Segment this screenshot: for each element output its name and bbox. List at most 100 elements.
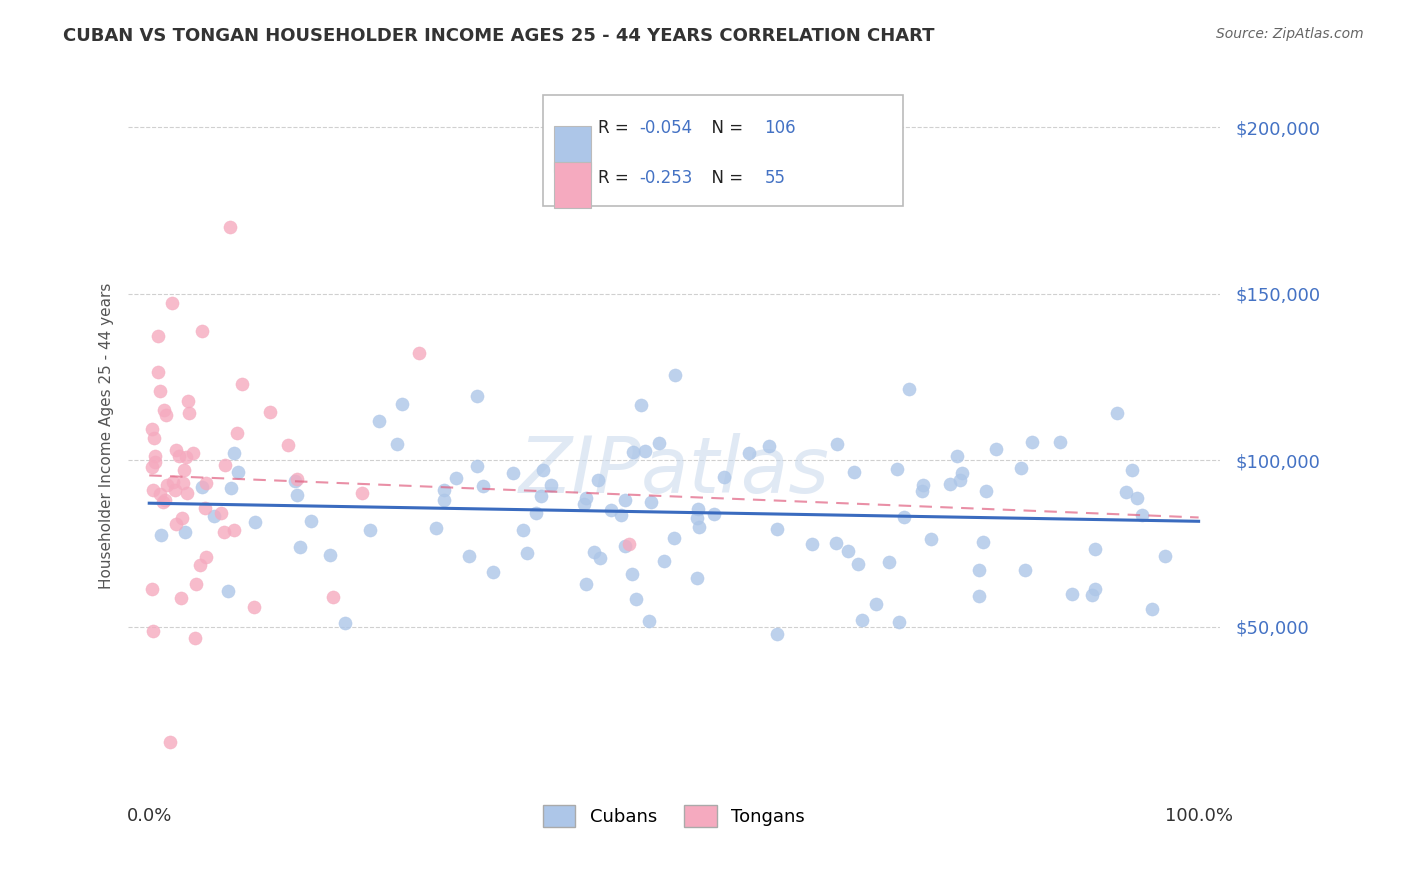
Point — [512, 523, 534, 537]
Point — [172, 475, 194, 490]
Point — [143, 455, 166, 469]
Point — [195, 476, 218, 491]
Point — [911, 477, 934, 491]
Point — [319, 548, 342, 562]
Point — [176, 485, 198, 500]
Point — [574, 497, 596, 511]
Point — [766, 522, 789, 536]
Point — [824, 536, 846, 550]
FancyBboxPatch shape — [554, 126, 591, 172]
Point — [194, 500, 217, 515]
Point — [170, 591, 193, 605]
Point — [471, 479, 494, 493]
Y-axis label: Householder Income Ages 25 - 44 years: Householder Income Ages 25 - 44 years — [100, 282, 114, 589]
Point — [219, 482, 242, 496]
Point — [290, 541, 312, 555]
Point — [352, 486, 374, 500]
Point — [181, 445, 204, 459]
Point — [1084, 582, 1107, 596]
Point — [575, 576, 598, 591]
Point — [467, 458, 489, 473]
Point — [209, 506, 232, 520]
Point — [335, 615, 357, 630]
Point — [433, 493, 456, 508]
Point — [408, 346, 430, 360]
Point — [160, 296, 183, 310]
Point — [1107, 406, 1129, 420]
Point — [654, 554, 676, 568]
Point — [920, 532, 942, 546]
Point — [529, 489, 551, 503]
Point — [865, 598, 887, 612]
Point — [851, 613, 873, 627]
Point — [620, 567, 643, 582]
Text: CUBAN VS TONGAN HOUSEHOLDER INCOME AGES 25 - 44 YEARS CORRELATION CHART: CUBAN VS TONGAN HOUSEHOLDER INCOME AGES … — [63, 27, 935, 45]
Point — [737, 446, 759, 460]
Point — [765, 627, 787, 641]
Point — [686, 511, 709, 525]
Point — [613, 493, 636, 508]
FancyBboxPatch shape — [554, 162, 591, 208]
Text: -0.253: -0.253 — [638, 169, 692, 186]
Point — [825, 437, 848, 451]
Point — [984, 442, 1007, 457]
Point — [531, 463, 554, 477]
Point — [186, 577, 208, 591]
Point — [155, 478, 177, 492]
Point — [155, 408, 177, 422]
Point — [165, 516, 187, 531]
Point — [939, 477, 962, 491]
Point — [588, 473, 610, 487]
Point — [152, 403, 174, 417]
Point — [617, 537, 640, 551]
Point — [433, 483, 456, 498]
Point — [540, 478, 562, 492]
Point — [299, 514, 322, 528]
Point — [877, 555, 900, 569]
Point — [967, 563, 990, 577]
Point — [243, 599, 266, 614]
Point — [385, 436, 408, 450]
Point — [634, 444, 657, 458]
Point — [142, 431, 165, 445]
Point — [141, 459, 163, 474]
Point — [162, 475, 184, 489]
Point — [950, 466, 973, 480]
Point — [1130, 508, 1153, 522]
Point — [391, 397, 413, 411]
Point — [662, 532, 685, 546]
Point — [648, 436, 671, 450]
Point — [188, 558, 211, 573]
Point — [359, 523, 381, 537]
Point — [142, 624, 165, 639]
Text: Source: ZipAtlas.com: Source: ZipAtlas.com — [1216, 27, 1364, 41]
Point — [911, 483, 934, 498]
Point — [222, 523, 245, 537]
Point — [516, 546, 538, 560]
Point — [190, 479, 212, 493]
Point — [846, 557, 869, 571]
Text: R =: R = — [598, 169, 634, 186]
Point — [688, 520, 710, 534]
Point — [465, 389, 488, 403]
Point — [624, 592, 647, 607]
Point — [630, 398, 652, 412]
Point — [1126, 491, 1149, 505]
Point — [801, 536, 824, 550]
Point — [457, 549, 479, 564]
Point — [277, 438, 299, 452]
Point — [967, 589, 990, 603]
Point — [322, 590, 344, 604]
Point — [159, 735, 181, 749]
Point — [146, 365, 169, 379]
Point — [285, 488, 308, 502]
Point — [686, 570, 709, 584]
Point — [165, 483, 187, 497]
Point — [702, 507, 724, 521]
Point — [146, 329, 169, 343]
Point — [225, 426, 247, 441]
Point — [172, 511, 194, 525]
Point — [664, 368, 686, 382]
Point — [176, 393, 198, 408]
Point — [202, 509, 225, 524]
